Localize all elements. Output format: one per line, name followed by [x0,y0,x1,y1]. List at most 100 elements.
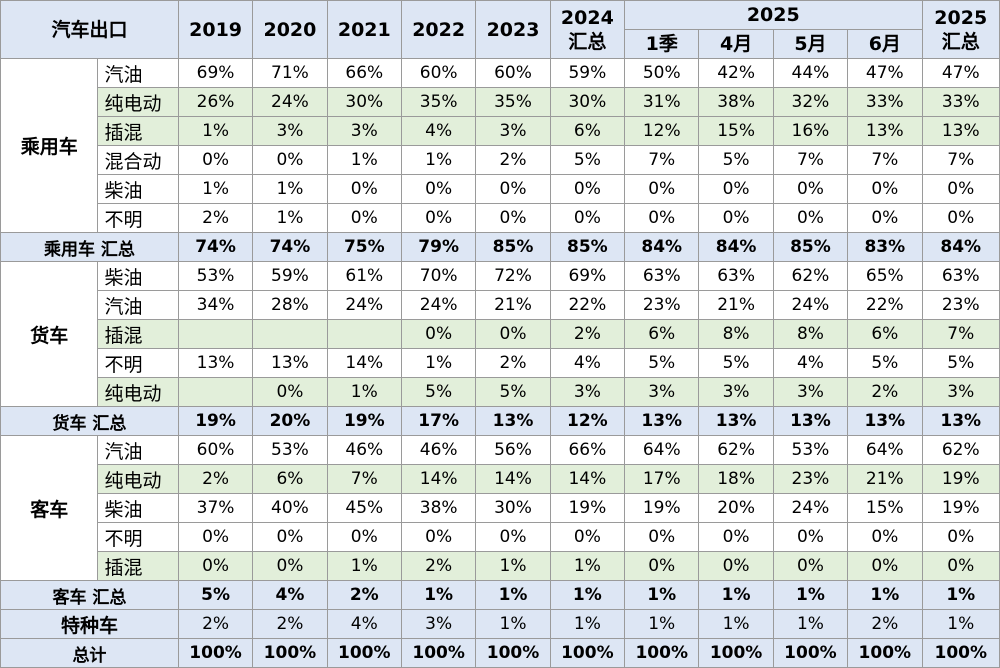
table-row: 插混 1% 3% 3% 4% 3% 6% 12% 15% 16% 13% 13% [0,116,1000,146]
share-cell: 1% [326,551,402,581]
subtotal-cell: 1% [549,580,626,610]
grand-total-cell: 100% [252,638,328,668]
powertrain-label: 不明 [97,522,179,552]
year-2025-sub: 汇总 [941,30,980,53]
share-cell: 34% [177,290,254,320]
subtotal-cell: 74% [177,232,254,262]
share-cell: 19% [921,464,1000,494]
share-cell: 71% [252,58,328,88]
subtotal-label: 货车 汇总 [0,406,179,436]
share-cell: 62% [921,435,1000,465]
share-cell: 6% [549,116,626,146]
share-cell: 1% [177,174,254,204]
special-cell: 1% [698,609,774,639]
share-cell: 7% [326,464,402,494]
share-cell: 63% [921,261,1000,291]
table-row: 插混 0% 0% 1% 2% 1% 1% 0% 0% 0% 0% 0% [0,551,1000,581]
share-cell: 2% [475,348,551,378]
share-cell: 0% [847,203,923,233]
share-cell: 46% [400,435,477,465]
grand-total-cell: 100% [698,638,774,668]
share-cell: 0% [177,551,254,581]
subtotal-cell: 85% [549,232,626,262]
subtotal-cell: 12% [549,406,626,436]
grand-total-cell: 100% [177,638,254,668]
month-header: 4月 [698,29,774,59]
share-cell: 0% [698,174,774,204]
share-cell: 3% [252,116,328,146]
share-cell: 5% [475,377,551,407]
share-cell: 53% [252,435,328,465]
share-cell: 7% [772,145,849,175]
subtotal-cell: 1% [698,580,774,610]
category-label: 乘用车 [0,58,99,233]
year-2024-total-header: 2024 汇总 [549,0,626,59]
share-cell: 14% [549,464,626,494]
share-cell: 20% [698,493,774,523]
year-header: 2019 [177,0,254,59]
share-cell: 0% [921,522,1000,552]
share-cell: 8% [772,319,849,349]
share-cell: 0% [549,522,626,552]
year-2025-label: 2025 [934,6,988,29]
share-cell: 0% [847,522,923,552]
share-cell: 19% [549,493,626,523]
powertrain-label: 纯电动 [97,464,179,494]
share-cell: 22% [549,290,626,320]
subtotal-cell: 17% [400,406,477,436]
share-cell: 56% [475,435,551,465]
share-cell: 14% [400,464,477,494]
grand-total-cell: 100% [326,638,402,668]
special-cell: 2% [177,609,254,639]
share-cell: 72% [475,261,551,291]
subtotal-row: 货车 汇总 19% 20% 19% 17% 13% 12% 13% 13% 13% 13% 13% [0,406,1000,436]
share-cell: 0% [252,551,328,581]
powertrain-label: 混合动 [97,145,179,175]
share-cell: 64% [624,435,700,465]
grand-total-cell: 100% [847,638,923,668]
share-cell: 66% [326,58,402,88]
share-cell: 5% [698,348,774,378]
share-cell: 0% [549,174,626,204]
share-cell: 63% [624,261,700,291]
grand-total-cell: 100% [772,638,849,668]
share-cell: 7% [921,319,1000,349]
share-cell: 4% [400,116,477,146]
share-cell: 4% [549,348,626,378]
share-cell [326,319,402,349]
special-cell: 2% [252,609,328,639]
share-cell: 66% [549,435,626,465]
powertrain-label: 插混 [97,116,179,146]
table-row: 纯电动 2% 6% 7% 14% 14% 14% 17% 18% 23% 21% 19% [0,464,1000,494]
share-cell: 0% [252,522,328,552]
grand-total-cell: 100% [921,638,1000,668]
subtotal-cell: 79% [400,232,477,262]
share-cell: 0% [177,145,254,175]
share-cell: 0% [698,522,774,552]
share-cell: 50% [624,58,700,88]
share-cell: 53% [772,435,849,465]
share-cell: 0% [921,174,1000,204]
share-cell: 0% [252,145,328,175]
subtotal-cell: 85% [772,232,849,262]
month-header: 6月 [847,29,923,59]
subtotal-cell: 4% [252,580,328,610]
table-row: 纯电动 26% 24% 30% 35% 35% 30% 31% 38% 32% 33% 33% [0,87,1000,117]
share-cell: 0% [252,377,328,407]
share-cell: 0% [772,203,849,233]
powertrain-label: 纯电动 [97,87,179,117]
grand-total-cell: 100% [400,638,477,668]
share-cell: 13% [252,348,328,378]
share-cell: 0% [772,522,849,552]
powertrain-label: 汽油 [97,290,179,320]
subtotal-cell: 13% [921,406,1000,436]
share-cell: 14% [326,348,402,378]
subtotal-cell: 13% [475,406,551,436]
special-label: 特种车 [0,609,179,639]
share-cell: 1% [549,551,626,581]
share-cell: 6% [847,319,923,349]
share-cell: 0% [475,203,551,233]
category-label: 客车 [0,435,99,581]
share-cell: 1% [326,145,402,175]
share-cell: 3% [549,377,626,407]
